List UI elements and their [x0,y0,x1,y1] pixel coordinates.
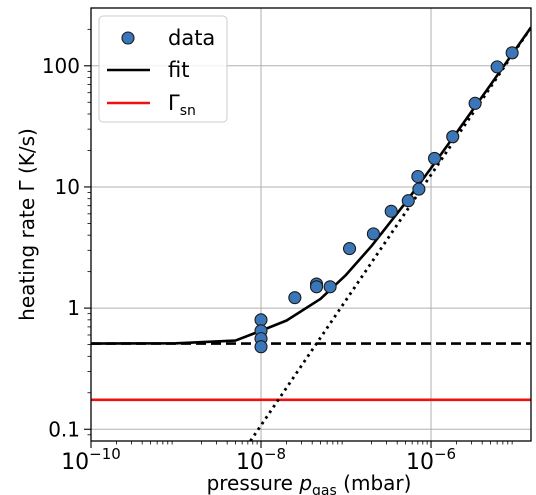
data-point [323,280,337,294]
data-point [254,313,268,327]
gas-heating-dotted-line [249,26,531,441]
data-point [468,96,482,110]
legend-label: data [168,26,215,50]
data-point [411,169,425,184]
axis-ticks [84,28,513,448]
data-point [254,340,268,354]
data-point [401,194,415,208]
data-point [412,182,426,196]
plot-frame [90,7,532,442]
legend-label: fit [168,58,189,82]
reference-lines [91,26,531,441]
x-axis-label: pressure pgas (mbar) [207,471,412,495]
y-tick-label: 0.1 [48,417,80,441]
data-point [384,204,398,218]
data-point [309,280,324,294]
data-point [342,242,357,256]
data-point [366,227,380,241]
data-point [427,151,442,165]
data-point [288,291,302,305]
y-tick-label: 1 [67,296,80,320]
legend-marker-data [121,31,135,45]
data-point [490,60,504,74]
y-tick-label: 10 [55,175,80,199]
y-tick-label: 100 [42,54,80,78]
y-axis-label: heating rate Γ (K/s) [15,128,39,321]
plot-series [91,26,531,354]
data-point [446,130,460,144]
data-point [505,46,519,60]
